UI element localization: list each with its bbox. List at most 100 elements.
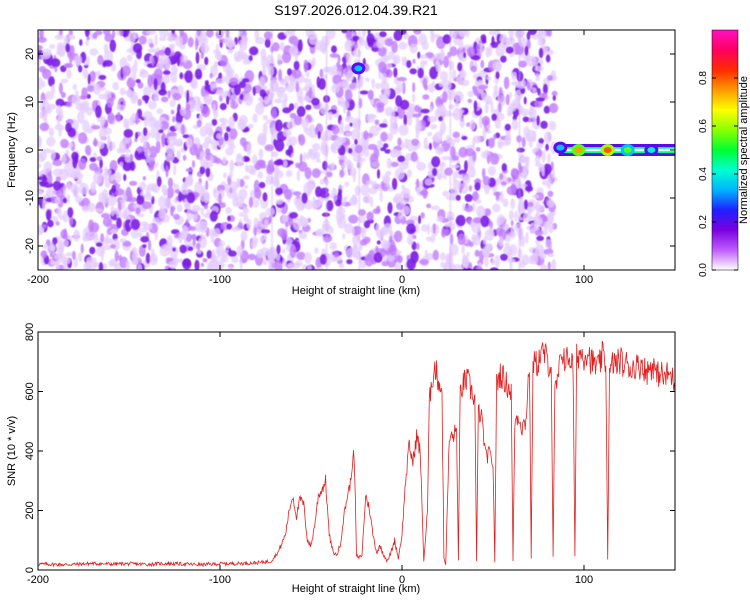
noise-blob — [492, 58, 499, 71]
noise-blob — [536, 115, 540, 126]
noise-blob — [540, 120, 548, 129]
noise-blob — [196, 242, 201, 251]
noise-blob — [468, 241, 474, 248]
noise-blob — [534, 155, 541, 165]
noise-blob — [354, 138, 358, 145]
noise-blob — [441, 110, 452, 117]
noise-blob — [257, 132, 267, 145]
noise-blob — [521, 201, 525, 213]
noise-blob — [38, 176, 47, 181]
noise-blob — [416, 161, 426, 171]
noise-blob — [505, 46, 514, 54]
noise-blob — [155, 132, 161, 142]
noise-blob — [243, 93, 254, 106]
noise-blob — [218, 192, 222, 206]
noise-blob — [135, 207, 141, 215]
noise-blob — [427, 83, 436, 93]
noise-blob — [432, 223, 436, 234]
noise-blob — [346, 247, 356, 258]
noise-blob — [131, 247, 138, 254]
noise-blob — [258, 148, 264, 160]
noise-blob — [48, 245, 56, 251]
noise-blob — [158, 195, 167, 208]
noise-blob — [500, 181, 507, 186]
noise-blob — [187, 37, 194, 48]
noise-blob — [38, 163, 42, 169]
noise-blob — [430, 205, 440, 211]
noise-blob — [205, 148, 211, 156]
noise-blob — [345, 161, 354, 170]
noise-blob — [284, 75, 290, 84]
noise-blob — [95, 242, 103, 248]
noise-blob — [343, 103, 347, 114]
spectrogram-y-axis: -20 -10 0 10 20 — [24, 48, 675, 254]
noise-blob — [545, 54, 551, 63]
noise-blob — [416, 242, 420, 251]
noise-blob — [471, 221, 481, 234]
noise-blob — [43, 161, 53, 172]
noise-blob — [408, 106, 414, 113]
noise-blob — [491, 260, 495, 266]
noise-blob — [545, 143, 549, 151]
noise-blob — [360, 183, 370, 196]
noise-blob — [50, 84, 56, 95]
noise-blob — [202, 258, 208, 263]
noise-blob — [109, 174, 114, 182]
noise-streak — [518, 30, 521, 270]
noise-blob — [203, 204, 209, 210]
noise-blob — [226, 187, 236, 199]
noise-blob — [167, 31, 173, 43]
noise-blob — [457, 109, 465, 114]
x-tick-label: 100 — [575, 574, 593, 586]
noise-blob — [397, 137, 402, 146]
noise-blob — [312, 204, 318, 210]
noise-blob — [500, 191, 504, 203]
noise-blob — [143, 141, 147, 153]
noise-blob — [366, 211, 374, 221]
noise-blob — [62, 197, 68, 204]
noise-blob — [389, 115, 397, 128]
noise-blob — [378, 61, 387, 73]
noise-blob — [503, 76, 510, 90]
noise-blob — [178, 191, 183, 202]
noise-blob — [380, 247, 386, 257]
noise-blob — [341, 30, 348, 34]
noise-blob — [170, 109, 175, 115]
noise-blob — [455, 214, 466, 227]
noise-blob — [231, 255, 239, 264]
noise-blob — [211, 118, 218, 126]
noise-blob — [328, 66, 334, 75]
noise-blob — [124, 153, 131, 163]
noise-blob — [373, 147, 380, 159]
noise-blob — [454, 137, 461, 143]
noise-blob — [317, 130, 321, 139]
spectrogram-y-label: Frequency (Hz) — [6, 112, 18, 188]
noise-blob — [222, 156, 227, 165]
noise-blob — [239, 137, 247, 147]
noise-blob — [359, 239, 368, 246]
noise-blob — [194, 181, 203, 195]
noise-blob — [414, 181, 425, 186]
noise-blob — [125, 186, 132, 199]
noise-blob — [293, 102, 299, 110]
noise-blob — [271, 150, 279, 158]
noise-blob — [374, 119, 380, 126]
noise-blob — [475, 199, 482, 204]
noise-blob — [394, 167, 405, 180]
noise-blob — [494, 255, 501, 268]
noise-blob — [85, 145, 92, 156]
noise-blob — [532, 252, 537, 257]
noise-blob — [402, 187, 411, 199]
noise-blob — [88, 219, 94, 233]
noise-blob — [110, 205, 115, 217]
noise-blob — [288, 103, 295, 111]
noise-blob — [139, 181, 147, 191]
noise-blob — [54, 196, 62, 205]
noise-blob — [490, 153, 500, 165]
noise-blob — [295, 81, 300, 93]
noise-blob — [247, 253, 256, 261]
noise-blob — [551, 169, 556, 179]
noise-blob — [441, 228, 446, 238]
noise-blob — [63, 228, 67, 239]
noise-blob — [327, 30, 336, 40]
